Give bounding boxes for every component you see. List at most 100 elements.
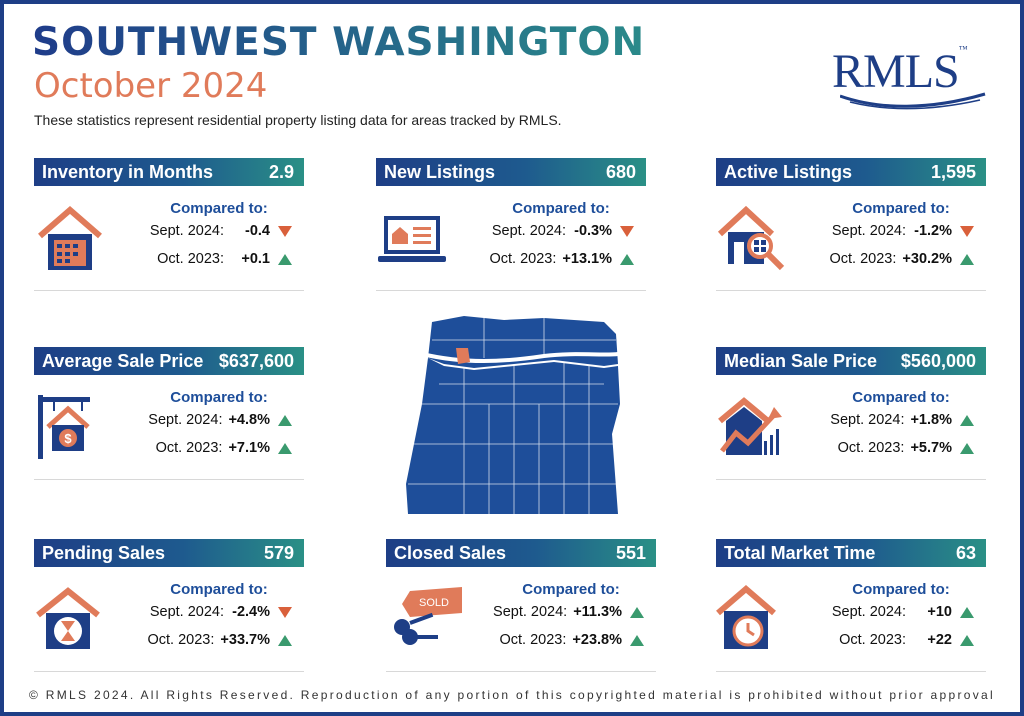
compared-label: Compared to: <box>852 389 950 406</box>
change-value: +11.3% <box>573 604 622 620</box>
change-value: +30.2% <box>902 251 952 267</box>
card-title: Active Listings <box>724 161 853 182</box>
card-value: 680 <box>605 161 636 182</box>
period-label: Sept. 2024: <box>491 223 566 239</box>
up-arrow-icon <box>958 414 976 426</box>
comparison-row: Oct. 2023: +22 <box>796 626 976 654</box>
card-header: Average Sale Price $637,600 <box>34 347 304 375</box>
card-median-sale-price: Median Sale Price $560,000 Compared to: S… <box>716 347 986 481</box>
house-chart-icon <box>718 397 782 455</box>
compared-label: Compared to: <box>170 389 268 406</box>
card-value: $560,000 <box>900 350 976 371</box>
comparison-row: Sept. 2024: +4.8% <box>114 406 294 434</box>
change-value: +7.1% <box>228 440 270 456</box>
card-divider <box>34 671 304 672</box>
period-label: Sept. 2024: <box>831 223 906 239</box>
change-value: -1.2% <box>914 223 952 239</box>
period-label: Sept. 2024: <box>149 223 224 239</box>
card-average-sale-price: Average Sale Price $637,600 $ Compared to… <box>34 347 304 481</box>
card-title: Median Sale Price <box>724 350 878 371</box>
card-total-market-time: Total Market Time 63 Compared to: Sept. 2… <box>716 539 986 673</box>
period-label: Sept. 2024: <box>148 412 223 428</box>
card-divider <box>716 479 986 480</box>
compared-label: Compared to: <box>170 581 268 598</box>
card-title: Closed Sales <box>394 542 507 563</box>
comparison-row: Sept. 2024: -0.4 <box>114 217 294 245</box>
compared-label: Compared to: <box>852 581 950 598</box>
change-value: +5.7% <box>910 440 952 456</box>
up-arrow-icon <box>618 253 636 265</box>
up-arrow-icon <box>958 606 976 618</box>
card-divider <box>386 671 656 672</box>
down-arrow-icon <box>276 606 294 618</box>
comparison-block: Compared to: Sept. 2024: +4.8% Oct. 2023:… <box>114 389 294 462</box>
period-label: Oct. 2023: <box>837 440 905 456</box>
card-value: 1,595 <box>930 161 976 182</box>
page-title: SOUTHWEST WASHINGTON <box>32 20 646 65</box>
change-value: +22 <box>927 632 952 648</box>
period-label: Oct. 2023: <box>157 251 224 267</box>
change-value: -0.4 <box>245 223 270 239</box>
up-arrow-icon <box>958 634 976 646</box>
card-header: New Listings 680 <box>376 158 646 186</box>
comparison-row: Sept. 2024: +10 <box>796 598 976 626</box>
period-label: Sept. 2024: <box>830 412 905 428</box>
up-arrow-icon <box>276 253 294 265</box>
card-title: Average Sale Price <box>42 350 204 371</box>
comparison-row: Oct. 2023: +23.8% <box>466 626 646 654</box>
house-sign-dollar-icon: $ <box>38 395 90 459</box>
card-pending-sales: Pending Sales 579 Compared to: Sept. 2024… <box>34 539 304 673</box>
comparison-row: Oct. 2023: +5.7% <box>796 434 976 462</box>
logo-swoosh-icon <box>840 92 986 110</box>
sold-keys-icon: SOLD <box>394 587 462 645</box>
period-label: Oct. 2023: <box>499 632 567 648</box>
rmls-logo: RMLS™ <box>832 44 968 99</box>
card-value: 551 <box>615 542 646 563</box>
change-value: +33.7% <box>220 632 270 648</box>
period-label: Oct. 2023: <box>829 251 897 267</box>
card-header: Active Listings 1,595 <box>716 158 986 186</box>
svg-text:$: $ <box>64 431 72 446</box>
card-title: New Listings <box>384 161 496 182</box>
card-divider <box>34 290 304 291</box>
card-header: Inventory in Months 2.9 <box>34 158 304 186</box>
card-divider <box>716 671 986 672</box>
period-label: Oct. 2023: <box>839 632 906 648</box>
card-divider <box>34 479 304 480</box>
period-label: Oct. 2023: <box>155 440 223 456</box>
card-divider <box>376 290 646 291</box>
card-title: Inventory in Months <box>42 161 213 182</box>
card-header: Closed Sales 551 <box>386 539 656 567</box>
comparison-row: Sept. 2024: -0.3% <box>456 217 636 245</box>
card-title: Total Market Time <box>724 542 876 563</box>
house-hourglass-icon <box>36 587 100 649</box>
change-value: +13.1% <box>562 251 612 267</box>
logo-trademark: ™ <box>958 44 968 54</box>
laptop-listing-icon <box>378 216 446 262</box>
down-arrow-icon <box>958 225 976 237</box>
change-value: +23.8% <box>572 632 622 648</box>
comparison-block: Compared to: Sept. 2024: -0.4 Oct. 2023: +… <box>114 200 294 273</box>
up-arrow-icon <box>276 634 294 646</box>
house-magnifier-icon <box>717 205 785 271</box>
change-value: +10 <box>927 604 952 620</box>
logo-text: RMLS <box>832 45 960 98</box>
comparison-row: Sept. 2024: +1.8% <box>796 406 976 434</box>
card-value: 579 <box>263 542 294 563</box>
down-arrow-icon <box>276 225 294 237</box>
comparison-row: Sept. 2024: -1.2% <box>796 217 976 245</box>
house-clock-icon <box>716 585 776 649</box>
compared-label: Compared to: <box>512 200 610 217</box>
comparison-block: Compared to: Sept. 2024: -1.2% Oct. 2023:… <box>796 200 976 273</box>
comparison-row: Sept. 2024: +11.3% <box>466 598 646 626</box>
oregon-washington-map-icon <box>406 316 620 514</box>
change-value: -0.3% <box>574 223 612 239</box>
copyright-footer: © RMLS 2024. All Rights Reserved. Reprod… <box>29 688 995 702</box>
change-value: +0.1 <box>241 251 270 267</box>
card-closed-sales: Closed Sales 551 SOLD Compared to: Sept. … <box>386 539 656 673</box>
comparison-block: Compared to: Sept. 2024: -2.4% Oct. 2023:… <box>114 581 294 654</box>
card-new-listings: New Listings 680 Compared to: Sept. 2024:… <box>376 158 646 292</box>
comparison-block: Compared to: Sept. 2024: -0.3% Oct. 2023:… <box>456 200 636 273</box>
compared-label: Compared to: <box>170 200 268 217</box>
